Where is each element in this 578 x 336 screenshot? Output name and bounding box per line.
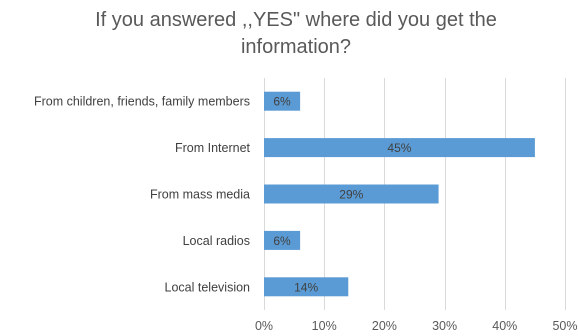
bar: [264, 230, 301, 250]
category-label: From mass media: [150, 188, 250, 202]
chart-title-line-1: If you answered ,,YES" where did you get…: [95, 9, 497, 31]
data-labels: 6% 45% 29% 6% 14%: [273, 95, 411, 295]
chart-title: If you answered ,,YES" where did you get…: [95, 9, 497, 58]
x-tick-label: 40%: [492, 319, 517, 333]
data-label: 29%: [339, 188, 363, 202]
x-tick-label: 20%: [372, 319, 397, 333]
bar: [264, 277, 349, 297]
data-label: 45%: [387, 141, 411, 155]
x-tick-label: 30%: [432, 319, 457, 333]
bar: [264, 91, 301, 111]
category-label: From children, friends, family members: [34, 95, 250, 109]
data-label: 14%: [294, 280, 318, 294]
category-label: From Internet: [175, 141, 251, 155]
bar: [264, 184, 439, 204]
data-label: 6%: [273, 95, 291, 109]
category-label: Local television: [165, 280, 251, 294]
category-labels: From children, friends, family members Fr…: [34, 95, 251, 295]
data-label: 6%: [273, 234, 291, 248]
x-tick-label: 0%: [255, 319, 273, 333]
x-tick-label: 10%: [312, 319, 337, 333]
x-tick-label: 50%: [552, 319, 577, 333]
category-label: Local radios: [183, 234, 250, 248]
chart-title-line-2: information?: [241, 36, 351, 58]
bar: [264, 138, 535, 158]
x-axis-tick-labels: 0% 10% 20% 30% 40% 50%: [255, 319, 578, 333]
bars: [264, 91, 535, 297]
